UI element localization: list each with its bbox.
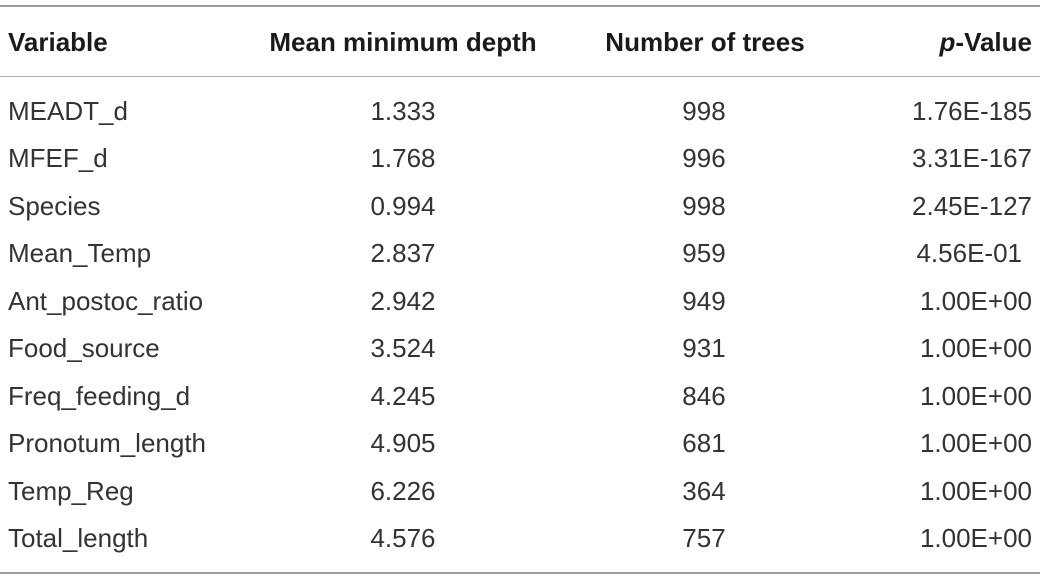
header-p-suffix: -Value bbox=[955, 26, 1032, 57]
cell-trees: 959 bbox=[682, 238, 726, 268]
table-row: Ant_postoc_ratio 2.942 949 1.00E+00 bbox=[0, 278, 1040, 325]
cell-depth: 0.994 bbox=[370, 191, 436, 221]
cell-trees: 364 bbox=[682, 476, 726, 506]
cell-variable: Pronotum_length bbox=[8, 428, 207, 458]
cell-depth: 4.245 bbox=[370, 381, 436, 411]
cell-depth: 4.576 bbox=[370, 523, 436, 553]
table-row: Mean_Temp 2.837 959 4.56E-01 bbox=[0, 230, 1040, 277]
cell-p-value: 3.31E-167 bbox=[912, 143, 1032, 173]
cell-p-value: 1.00E+00 bbox=[919, 381, 1032, 411]
cell-trees: 996 bbox=[682, 143, 726, 173]
cell-p-value: 2.45E-127 bbox=[912, 191, 1032, 221]
header-p-letter: p bbox=[939, 26, 956, 57]
cell-trees: 846 bbox=[682, 381, 726, 411]
cell-p-value: 1.76E-185 bbox=[912, 96, 1032, 126]
cell-trees: 998 bbox=[682, 191, 726, 221]
cell-variable: Species bbox=[8, 191, 101, 221]
cell-p-value: 1.00E+00 bbox=[919, 428, 1032, 458]
cell-variable: MFEF_d bbox=[8, 143, 108, 173]
cell-depth: 2.837 bbox=[370, 238, 436, 268]
header-p-value: p-Value bbox=[830, 27, 1040, 58]
cell-p-value: 1.00E+00 bbox=[919, 523, 1032, 553]
cell-p-value: 1.00E+00 bbox=[919, 333, 1032, 363]
table-row: Temp_Reg 6.226 364 1.00E+00 bbox=[0, 468, 1040, 515]
cell-variable: Freq_feeding_d bbox=[8, 381, 191, 411]
table-header-rule bbox=[0, 76, 1040, 77]
cell-p-value: 1.00E+00 bbox=[919, 476, 1032, 506]
table-row: Pronotum_length 4.905 681 1.00E+00 bbox=[0, 420, 1040, 467]
cell-trees: 757 bbox=[682, 523, 726, 553]
table-header-row: Variable Mean minimum depth Number of tr… bbox=[0, 16, 1040, 68]
cell-depth: 4.905 bbox=[370, 428, 436, 458]
cell-variable: Food_source bbox=[8, 333, 160, 363]
table-row: MEADT_d 1.333 998 1.76E-185 bbox=[0, 88, 1040, 135]
cell-variable: MEADT_d bbox=[8, 96, 128, 126]
table-row: MFEF_d 1.768 996 3.31E-167 bbox=[0, 135, 1040, 182]
cell-variable: Mean_Temp bbox=[8, 238, 152, 268]
table-bottom-rule bbox=[0, 572, 1040, 574]
cell-variable: Total_length bbox=[8, 523, 149, 553]
cell-depth: 2.942 bbox=[370, 286, 436, 316]
header-mean-minimum-depth: Mean minimum depth bbox=[269, 26, 537, 57]
cell-variable: Temp_Reg bbox=[8, 476, 134, 506]
table-row: Total_length 4.576 757 1.00E+00 bbox=[0, 515, 1040, 562]
cell-depth: 1.333 bbox=[370, 96, 436, 126]
cell-variable: Ant_postoc_ratio bbox=[8, 286, 204, 316]
table-row: Species 0.994 998 2.45E-127 bbox=[0, 183, 1040, 230]
cell-depth: 6.226 bbox=[370, 476, 436, 506]
cell-trees: 949 bbox=[682, 286, 726, 316]
cell-p-value: 4.56E-01 bbox=[916, 238, 1022, 268]
header-variable: Variable bbox=[8, 26, 108, 57]
cell-depth: 3.524 bbox=[370, 333, 436, 363]
cell-p-value: 1.00E+00 bbox=[919, 286, 1032, 316]
cell-trees: 681 bbox=[682, 428, 726, 458]
cell-depth: 1.768 bbox=[370, 143, 436, 173]
table-row: Food_source 3.524 931 1.00E+00 bbox=[0, 325, 1040, 372]
table-top-rule bbox=[0, 5, 1040, 7]
cell-trees: 931 bbox=[682, 333, 726, 363]
cell-trees: 998 bbox=[682, 96, 726, 126]
header-number-of-trees: Number of trees bbox=[605, 26, 805, 57]
table-row: Freq_feeding_d 4.245 846 1.00E+00 bbox=[0, 373, 1040, 420]
